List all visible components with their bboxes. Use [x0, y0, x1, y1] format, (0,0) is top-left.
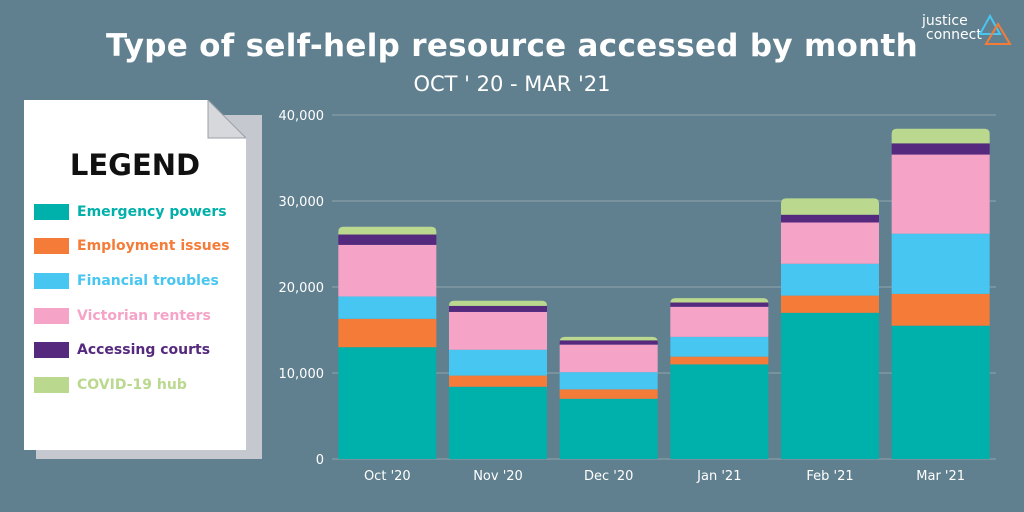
bar-segment [449, 375, 547, 387]
bar-segment [781, 214, 879, 223]
x-tick-label: Dec '20 [584, 469, 633, 484]
bar-segment [559, 340, 658, 345]
legend-swatch [34, 308, 69, 324]
bar-segment [338, 226, 437, 235]
x-tick-label: Oct '20 [364, 469, 411, 484]
bar-segment [449, 311, 547, 350]
bar-segment [781, 198, 879, 215]
justice-connect-logo: justice connect [918, 14, 1018, 58]
bar-segment [781, 295, 879, 313]
logo-text: justice connect [918, 14, 982, 42]
y-tick-label: 30,000 [279, 195, 325, 210]
logo-text-line2: connect [926, 27, 982, 43]
legend-swatch [34, 204, 69, 220]
bar-segment [338, 244, 437, 297]
legend-swatch [34, 238, 69, 254]
bar-segment [559, 372, 658, 390]
x-tick-label: Jan '21 [696, 469, 741, 484]
legend-swatch [34, 377, 69, 393]
bar-segment [449, 305, 547, 312]
logo-text-line1: justice [922, 13, 968, 29]
legend-label: Emergency powers [77, 204, 227, 220]
bar-segment [670, 298, 769, 304]
bar-segment [670, 356, 769, 365]
legend-label: COVID-19 hub [77, 377, 187, 393]
bar-segment [891, 143, 990, 155]
x-tick-label: Nov '20 [473, 469, 523, 484]
bar-segment [449, 349, 547, 376]
bar-segment [559, 344, 658, 373]
stacked-bar-chart: 0 10,000 20,000 30,000 40,000 Oct '20 Nov '20 D… [279, 109, 996, 484]
y-tick-label: 40,000 [279, 109, 325, 124]
bar-segment [670, 302, 769, 307]
bar-segment [891, 154, 990, 234]
triangle-logo-icon [978, 14, 1012, 45]
bar-segment [338, 296, 437, 319]
bar-segment [559, 398, 658, 459]
bar-segment [891, 233, 990, 294]
bar-segment [559, 336, 658, 342]
x-tick-label: Mar '21 [916, 469, 965, 484]
bar-segment [449, 386, 547, 459]
legend-swatch [34, 273, 69, 289]
bar-segment [781, 312, 879, 459]
bar-segment [891, 325, 990, 459]
legend-label: Financial troubles [77, 273, 219, 289]
legend-title: LEGEND [69, 148, 201, 182]
bar-segment [670, 306, 769, 337]
legend-label: Employment issues [77, 238, 230, 254]
bar-segment [670, 336, 769, 357]
legend-label: Accessing courts [77, 342, 211, 358]
bar-segment [670, 364, 769, 459]
bar-segment [338, 318, 437, 348]
bar-segment [891, 128, 990, 144]
page-title: Type of self-help resource accessed by m… [105, 28, 919, 64]
bar-segment [338, 234, 437, 245]
y-tick-label: 10,000 [279, 367, 325, 382]
x-tick-label: Feb '21 [806, 469, 853, 484]
legend-swatch [34, 342, 69, 358]
bar-segment [338, 347, 437, 459]
y-tick-label: 0 [316, 453, 324, 468]
bar-segment [559, 389, 658, 399]
bar-segment [891, 293, 990, 326]
bar-segment [781, 222, 879, 264]
legend-card [24, 100, 246, 450]
bar-segment [781, 263, 879, 296]
page-subtitle: OCT ' 20 - MAR '21 [413, 72, 611, 96]
y-tick-label: 20,000 [279, 281, 325, 296]
bar-segment [449, 300, 547, 306]
legend-label: Victorian renters [77, 308, 211, 324]
